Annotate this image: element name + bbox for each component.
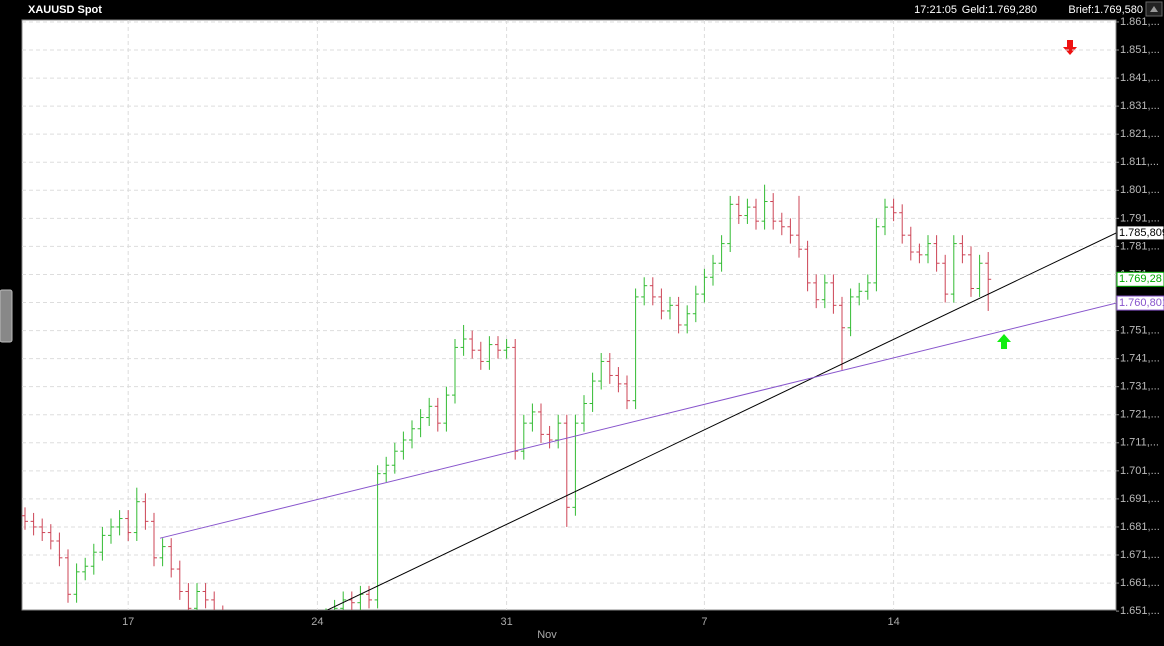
y-tick-label: 1.831,...: [1120, 100, 1160, 112]
y-tick-label: 1.691,...: [1120, 493, 1160, 505]
price-label: 1.760,801: [1119, 297, 1164, 309]
y-tick-label: 1.661,...: [1120, 577, 1160, 589]
y-tick-label: 1.861,...: [1120, 16, 1160, 28]
bid-price: Geld:1.769,280: [962, 4, 1037, 16]
scroll-arrow: [1150, 6, 1158, 12]
y-tick-label: 1.731,...: [1120, 381, 1160, 393]
y-tick-label: 1.681,...: [1120, 521, 1160, 533]
y-tick-label: 1.701,...: [1120, 465, 1160, 477]
y-tick-label: 1.821,...: [1120, 128, 1160, 140]
y-tick-label: 1.751,...: [1120, 324, 1160, 336]
x-tick-label: 24: [311, 616, 323, 628]
y-tick-label: 1.791,...: [1120, 212, 1160, 224]
y-tick-label: 1.811,...: [1120, 156, 1159, 168]
buy-arrow: [997, 334, 1011, 349]
plot-area: [21, 19, 1117, 611]
y-tick-label: 1.741,...: [1120, 353, 1160, 365]
y-tick-label: 1.721,...: [1120, 409, 1160, 421]
sell-arrow: [1063, 40, 1077, 55]
last-price-label: 1.769,28: [1119, 273, 1162, 285]
chart-title: XAUUSD Spot: [28, 4, 102, 16]
price-label: 1.785,809: [1119, 227, 1164, 239]
y-tick-label: 1.841,...: [1120, 72, 1160, 84]
y-tick-label: 1.711,...: [1120, 437, 1159, 449]
trendline: [159, 302, 1116, 539]
y-tick-label: 1.801,...: [1120, 184, 1160, 196]
last-price-box: [1116, 271, 1164, 287]
plot-layer: [22, 20, 1116, 610]
ask-price: Brief:1.769,580: [1068, 4, 1143, 16]
y-tick-label: 1.781,...: [1120, 240, 1160, 252]
x-tick-label: 14: [887, 616, 899, 628]
price-label-box: [1116, 295, 1164, 311]
y-tick-label: 1.651,...: [1120, 605, 1160, 617]
y-tick-label: 1.851,...: [1120, 44, 1160, 56]
y-tick-label: 1.671,...: [1120, 549, 1160, 561]
month-label: Nov: [537, 629, 557, 641]
price-label-box: [1116, 225, 1164, 241]
x-tick-label: 31: [500, 616, 512, 628]
time: 17:21:05: [914, 4, 957, 16]
x-tick-label: 7: [701, 616, 707, 628]
side-handle[interactable]: [0, 289, 13, 343]
x-tick-label: 17: [122, 616, 134, 628]
trendline: [326, 232, 1116, 610]
